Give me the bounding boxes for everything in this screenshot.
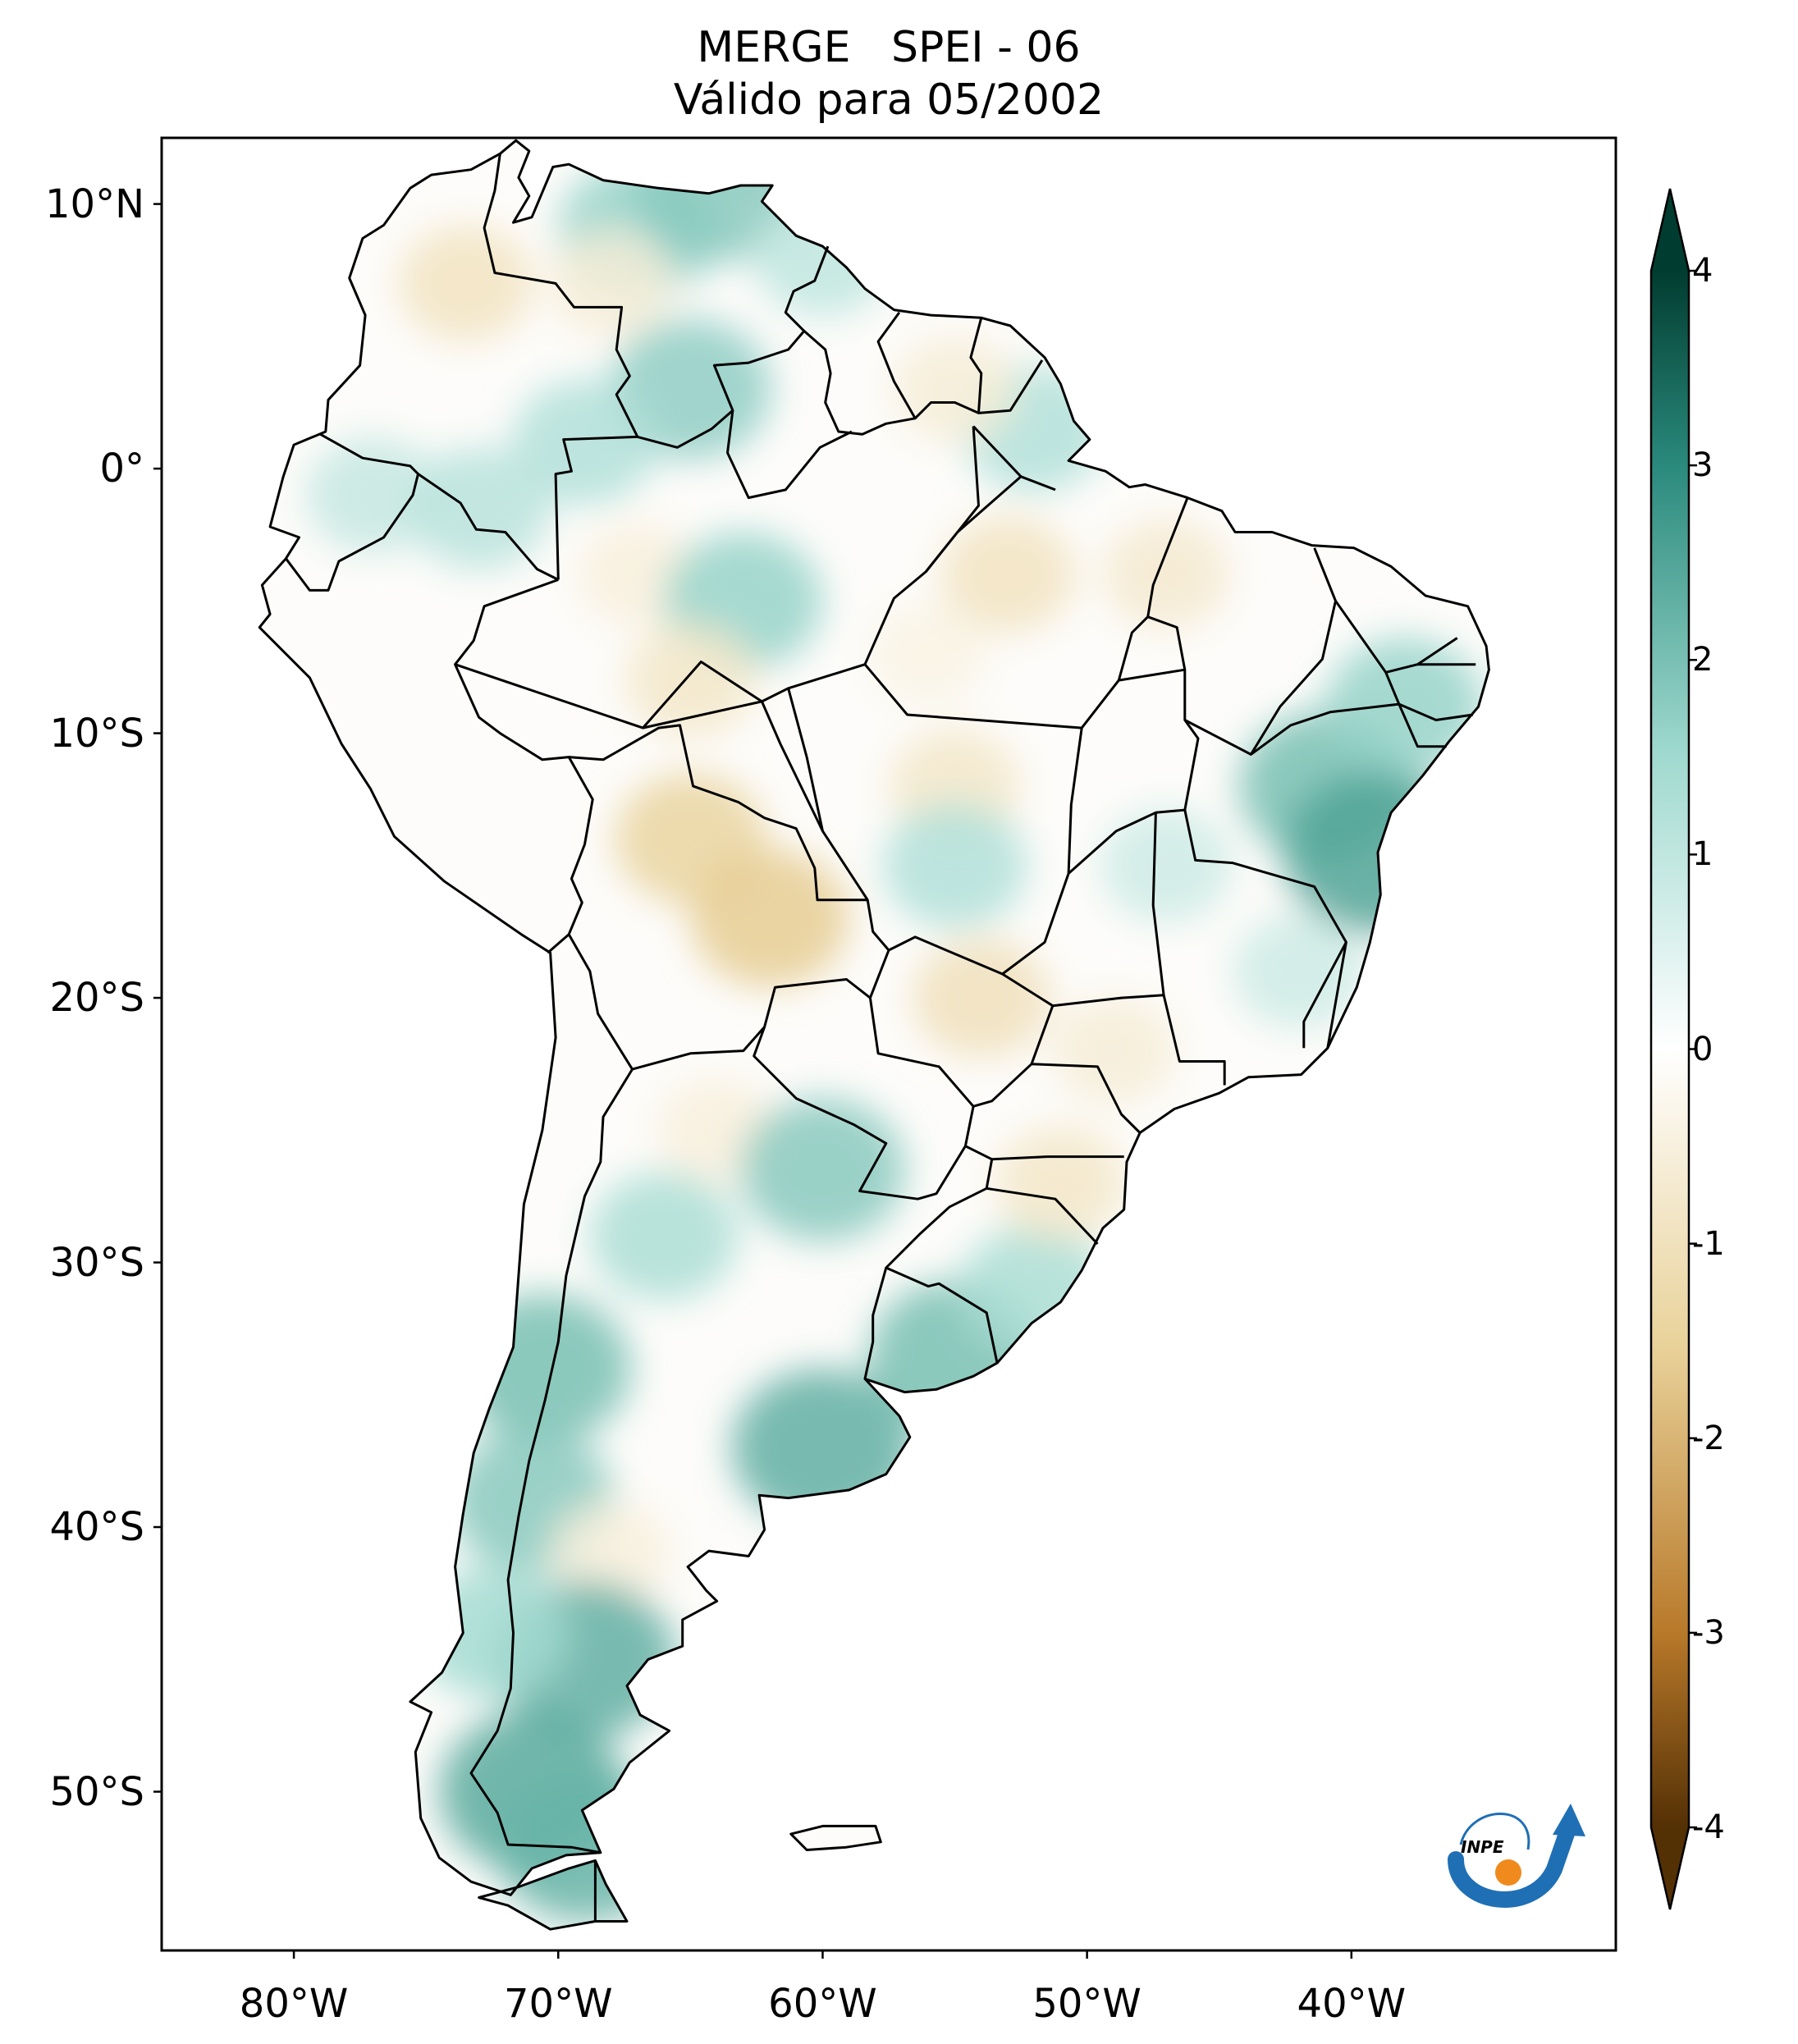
border-line <box>986 1187 1099 1246</box>
border-line <box>483 153 639 580</box>
lat-tick-label: 30°S <box>49 1239 144 1286</box>
border-line <box>469 1068 634 1854</box>
spei-anomaly-10 <box>408 446 550 570</box>
spei-anomaly-13 <box>624 623 757 738</box>
colorbar <box>1649 188 1697 1910</box>
border-line <box>454 578 594 954</box>
map-title-line2: Válido para 05/2002 <box>673 75 1105 125</box>
spei-anomaly-6 <box>512 379 657 505</box>
colorbar-bar <box>1651 271 1689 1827</box>
colorbar-tick-label: -1 <box>1692 1224 1725 1263</box>
spei-anomaly-20 <box>882 803 1027 929</box>
spei-anomaly-27 <box>1233 914 1365 1029</box>
logo-orbit-icon <box>1459 1813 1530 1850</box>
inpe-logo: INPE <box>1448 1804 1585 1908</box>
spei-anomaly-3 <box>398 225 533 342</box>
border-line <box>885 1145 999 1364</box>
spei-anomaly-29 <box>739 1098 905 1242</box>
spei-anomaly-22 <box>912 938 1050 1059</box>
lat-tick-label: 10°N <box>45 181 144 227</box>
colorbar-tick-label: 1 <box>1692 835 1713 874</box>
colorbar-tick-label: 3 <box>1692 446 1713 485</box>
border-line <box>1117 615 1149 681</box>
tierra-del-fuego-coastline <box>478 1859 629 1931</box>
political-borders <box>258 139 1490 1931</box>
border-line <box>637 245 830 449</box>
map-frame <box>160 136 1617 1952</box>
border-line <box>285 432 419 592</box>
border-line <box>761 701 869 901</box>
map-title-line1: MERGE SPEI - 06 <box>697 23 1081 72</box>
spei-anomaly-18 <box>690 849 849 988</box>
border-line <box>924 475 1023 573</box>
colorbar-min-extension <box>1651 1827 1689 1909</box>
lat-tick-label: 40°S <box>49 1504 144 1551</box>
border-line <box>876 311 917 419</box>
colorbar-tick-label: 0 <box>1692 1030 1713 1068</box>
lat-tick-label: 20°S <box>49 975 144 1022</box>
spei-anomaly-21 <box>1100 808 1233 923</box>
border-line <box>1302 941 1347 1049</box>
lat-tick-label: 10°S <box>49 710 144 757</box>
border-line <box>888 727 1083 976</box>
logo-arrow-icon <box>1553 1804 1585 1836</box>
spei-anomaly-15 <box>1102 519 1231 630</box>
border-line <box>455 663 1399 756</box>
colorbar-tick-label: -2 <box>1692 1419 1725 1457</box>
logo-arc-icon <box>1448 1818 1577 1908</box>
lat-tick-label: 0° <box>99 446 144 492</box>
spei-anomaly-30 <box>589 1171 739 1301</box>
colorbar-max-extension <box>1651 189 1689 271</box>
border-line <box>1031 1063 1141 1134</box>
border-line <box>991 1155 1124 1161</box>
border-line <box>787 688 824 832</box>
spei-anomaly-37 <box>551 1501 672 1607</box>
spei-anomaly-8 <box>892 335 1018 444</box>
lon-tick-label: 50°W <box>1032 1981 1141 2027</box>
border-line <box>569 724 890 999</box>
spei-anomaly-16 <box>869 602 987 706</box>
lon-tick-label: 70°W <box>503 1981 613 2027</box>
falklands-coastline <box>789 1824 882 1851</box>
logo-text: INPE <box>1461 1837 1504 1857</box>
lat-tick-label: 50°S <box>49 1768 144 1815</box>
spei-anomaly-36 <box>995 1126 1127 1241</box>
border-line <box>969 317 983 414</box>
border-line <box>1151 812 1165 995</box>
lon-tick-label: 80°W <box>239 1981 349 2027</box>
lon-tick-label: 40°W <box>1297 1981 1407 2027</box>
border-line <box>1250 547 1337 756</box>
spei-anomaly-14 <box>940 515 1075 633</box>
border-line <box>567 933 872 1071</box>
colorbar-tick-label: 2 <box>1692 641 1713 679</box>
logo-dot-icon <box>1495 1859 1521 1886</box>
border-line <box>1398 703 1447 748</box>
border-line <box>1183 719 1200 811</box>
border-line <box>1068 808 1347 1049</box>
border-line <box>417 473 559 581</box>
border-line <box>1052 994 1226 1086</box>
border-line <box>642 661 763 729</box>
border-line <box>1384 671 1474 721</box>
lon-tick-label: 60°W <box>768 1981 877 2027</box>
colorbar-tick-label: 4 <box>1692 252 1713 290</box>
colorbar-tick-label: -4 <box>1692 1809 1725 1846</box>
colorbar-tick-label: -3 <box>1692 1613 1725 1652</box>
spei-field <box>305 140 1484 1923</box>
border-line <box>726 410 853 500</box>
border-line <box>1334 600 1458 674</box>
border-line <box>863 1267 888 1379</box>
spei-anomaly-23 <box>1051 996 1176 1105</box>
spei-anomaly-4 <box>549 229 674 338</box>
border-line <box>753 997 975 1200</box>
